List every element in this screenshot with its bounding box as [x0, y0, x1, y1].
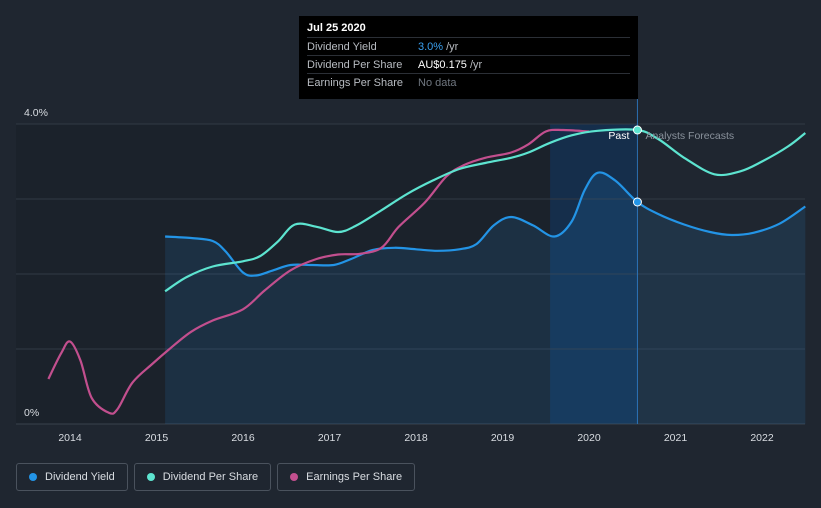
legend-dot-icon	[146, 473, 155, 481]
chart-labels: 4.0% 0% 2014 2015 2016 2017 2018 2019 2020 2021 20…	[24, 107, 774, 444]
earnings-per-share-line	[47, 128, 590, 415]
tooltip-value: 3.0%	[418, 40, 444, 53]
dividend-yield-area	[165, 172, 806, 424]
hover-tooltip: Jul 25 2020 Dividend Yield 3.0% /yr Divi…	[299, 16, 638, 99]
tooltip-date: Jul 25 2020	[307, 22, 366, 34]
x-tick-label: 2016	[231, 432, 255, 444]
tooltip-unit: /yr	[469, 58, 483, 71]
dividend-per-share-marker	[632, 125, 642, 135]
tooltip-row-dividend-yield: Dividend Yield 3.0% /yr	[307, 37, 630, 55]
dividend-per-share-line	[164, 128, 806, 293]
legend-item-dividend-yield[interactable]: Dividend Yield	[16, 463, 128, 491]
x-tick-label: 2014	[58, 432, 82, 444]
tooltip-unit: /yr	[446, 40, 459, 53]
legend-dot-icon	[290, 473, 299, 481]
tooltip-label: Dividend Yield	[307, 40, 377, 53]
tooltip-value: AU$0.175	[418, 58, 467, 71]
x-tick-label: 2022	[750, 432, 774, 444]
x-tick-label: 2021	[664, 432, 688, 444]
legend-label: Earnings Per Share	[306, 471, 403, 483]
legend-item-dividend-per-share[interactable]: Dividend Per Share	[133, 463, 272, 491]
legend-dot-icon	[29, 473, 37, 481]
dividend-chart: 4.0% 0% 2014 2015 2016 2017 2018 2019 2020 2021 20…	[16, 98, 806, 444]
tooltip-value: No data	[418, 76, 457, 89]
tooltip-row-earnings-per-share: Earnings Per Share No data	[307, 73, 630, 91]
legend-label: Dividend Per Share	[162, 471, 259, 483]
x-tick-label: 2019	[491, 432, 515, 444]
tooltip-label: Earnings Per Share	[307, 76, 403, 89]
legend-label: Dividend Yield	[45, 471, 115, 483]
chart-grid	[16, 98, 805, 425]
x-tick-label: 2018	[404, 432, 428, 444]
forecast-label: Analysts Forecasts	[645, 130, 734, 142]
x-tick-label: 2017	[318, 432, 342, 444]
y-tick-label: 0%	[24, 407, 39, 419]
dividend-yield-line	[165, 171, 806, 277]
chart-legend: Dividend Yield Dividend Per Share Earnin…	[16, 463, 416, 491]
tooltip-row-dividend-per-share: Dividend Per Share AU$0.175 /yr	[307, 55, 630, 73]
past-label: Past	[608, 130, 629, 142]
x-tick-label: 2015	[145, 432, 169, 444]
tooltip-label: Dividend Per Share	[307, 58, 403, 71]
x-tick-label: 2020	[577, 432, 601, 444]
y-tick-label: 4.0%	[24, 107, 48, 119]
chart-series	[47, 125, 806, 424]
dividend-yield-marker	[632, 197, 642, 207]
legend-item-earnings-per-share[interactable]: Earnings Per Share	[277, 463, 416, 491]
